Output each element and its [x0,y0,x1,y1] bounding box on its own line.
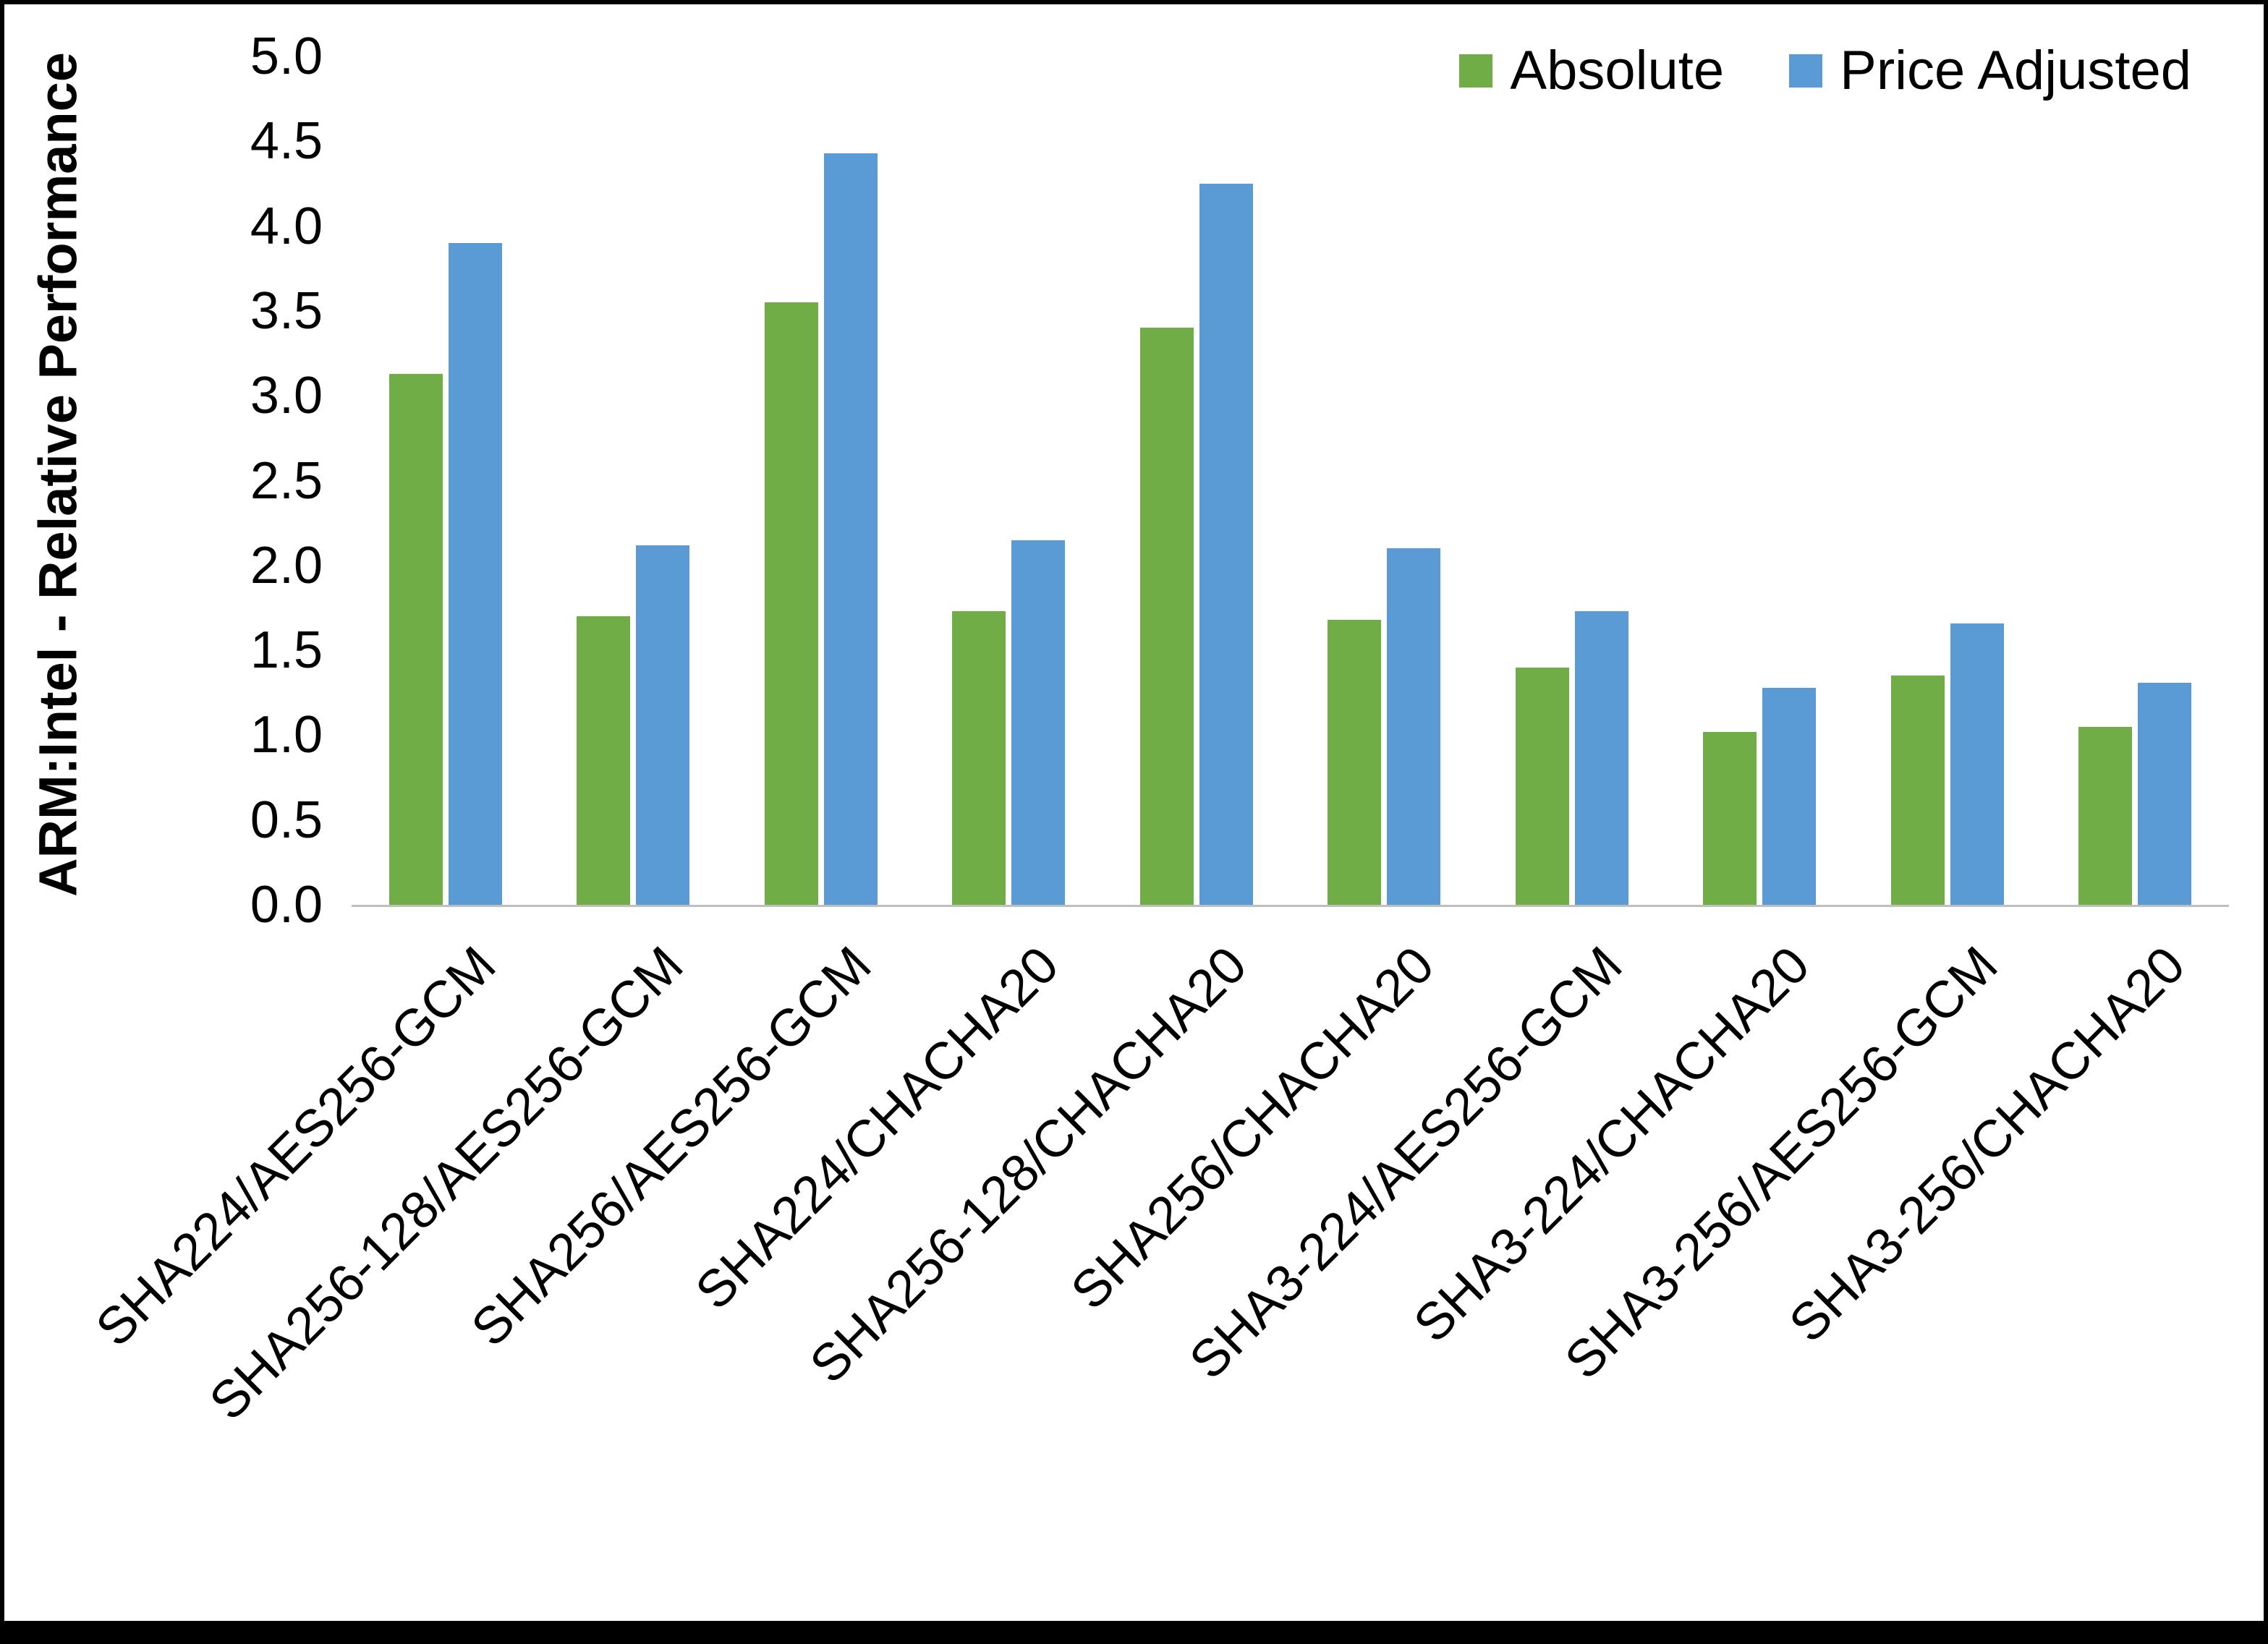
y-axis-tick-label: 4.5 [250,112,323,171]
bar-price-adjusted [1387,548,1441,905]
y-axis-tick-label: 2.5 [250,451,323,510]
legend-label: Absolute [1510,40,1725,101]
y-axis-tick-label: 4.0 [250,197,323,255]
y-axis-tick-label: 1.0 [250,706,323,764]
x-axis-label: SHA3-256/CHACHA20 [1778,935,2196,1354]
x-axis-label: SHA256/CHACHA20 [1060,935,1445,1321]
bar-absolute [1703,731,1757,905]
x-axis-label: SHA224/CHACHA20 [684,935,1070,1321]
x-axis-label: SHA256-128/AES256-GCM [198,935,695,1431]
x-axis-label: SHA3-224/AES256-GCM [1178,935,1634,1391]
legend-swatch-icon [1789,54,1823,88]
y-axis-tick-label: 2.0 [250,536,323,595]
bar-price-adjusted [636,545,690,905]
x-axis-label: SHA256/AES256-GCM [460,935,883,1358]
bar-price-adjusted [1950,623,2004,905]
bar-absolute [1328,619,1382,905]
bar-price-adjusted [1011,540,1066,905]
bar-absolute [764,302,818,905]
bar-absolute [952,611,1006,905]
bar-price-adjusted [2138,682,2192,905]
y-axis-tick-label: 1.5 [250,621,323,680]
y-axis-tick-label: 0.5 [250,791,323,849]
bar-price-adjusted [1574,611,1628,905]
bar-absolute [577,616,631,905]
x-axis-label: SHA256-128/CHACHA20 [799,935,1258,1394]
legend-item-price-adjusted: Price Adjusted [1789,39,2191,102]
bar-price-adjusted [823,153,878,905]
bar-price-adjusted [1762,687,1817,905]
legend-label: Price Adjusted [1840,40,2191,101]
legend-swatch-icon [1459,54,1493,88]
legend-item-absolute: Absolute [1459,39,1724,102]
bar-absolute [388,373,443,905]
y-axis-tick-label: 3.0 [250,367,323,425]
plot-area: 0.0 0.5 1.0 1.5 2.0 2.5 3.0 3.5 4.0 4.5 5.0 SHA224/… [4,4,2264,1640]
bar-absolute [2078,726,2133,905]
bar-absolute [1890,676,1945,905]
y-axis-tick-label: 0.0 [250,876,323,934]
bar-price-adjusted [448,243,502,905]
legend: Absolute Price Adjusted [1459,39,2191,102]
bar-absolute [1515,667,1569,905]
x-axis-label: SHA3-256/AES256-GCM [1554,935,2009,1391]
x-axis-label: SHA3-224/CHACHA20 [1403,935,1821,1354]
y-axis-tick-label: 5.0 [250,27,323,85]
bottom-border-band [4,1621,2264,1640]
y-axis-tick-label: 3.5 [250,281,323,340]
bar-price-adjusted [1199,183,1253,905]
x-axis-line [352,905,2229,907]
bar-absolute [1139,328,1194,905]
